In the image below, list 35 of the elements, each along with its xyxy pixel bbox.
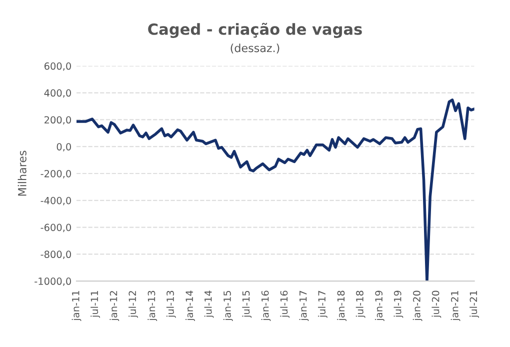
x-tick-label: jan-19 bbox=[374, 290, 384, 321]
x-tick-label: jul-12 bbox=[128, 291, 138, 318]
y-tick-label: 600,0 bbox=[44, 62, 71, 71]
x-tick-label: jan-15 bbox=[223, 290, 233, 321]
x-tick-label: jan-21 bbox=[450, 290, 460, 321]
x-tick-label: jul-17 bbox=[318, 290, 328, 318]
x-tick-label: jul-14 bbox=[204, 290, 214, 318]
y-tick-label: 0,0 bbox=[56, 143, 71, 152]
chart-subtitle: (dessaz.) bbox=[230, 44, 280, 54]
y-tick-label: -200,0 bbox=[40, 170, 71, 178]
y-tick-label: 200,0 bbox=[44, 116, 71, 125]
y-tick-label: -600,0 bbox=[40, 224, 71, 232]
y-tick-label: 400,0 bbox=[44, 89, 71, 98]
x-tick-label: jul-18 bbox=[356, 290, 366, 318]
x-tick-label: jul-13 bbox=[166, 290, 176, 318]
x-tick-label: jul-21 bbox=[470, 290, 480, 318]
x-tick-label: jan-12 bbox=[110, 291, 120, 321]
y-tick-label: -400,0 bbox=[40, 196, 71, 206]
x-tick-label: jan-11 bbox=[72, 290, 82, 321]
line-series bbox=[76, 98, 474, 282]
x-tick-label: jan-13 bbox=[148, 290, 158, 321]
chart-title: Caged - criação de vagas bbox=[148, 22, 362, 38]
x-tick-label: jan-17 bbox=[299, 290, 309, 321]
x-tick-label: jan-18 bbox=[337, 290, 347, 321]
x-tick-label: jan-14 bbox=[186, 290, 195, 321]
y-axis-title: Milhares bbox=[18, 150, 26, 196]
x-tick-label: jan-16 bbox=[261, 290, 271, 321]
y-tick-label: -1000,0 bbox=[34, 278, 71, 286]
x-tick-label: jul-16 bbox=[280, 290, 290, 318]
x-tick-label: jul-15 bbox=[242, 290, 252, 318]
x-tick-label: jul-11 bbox=[90, 290, 100, 318]
y-tick-label: -800,0 bbox=[40, 250, 71, 259]
x-tick-label: jul-19 bbox=[394, 290, 404, 318]
x-tick-label: jul-20 bbox=[432, 290, 442, 318]
x-tick-label: jan-20 bbox=[412, 290, 422, 321]
